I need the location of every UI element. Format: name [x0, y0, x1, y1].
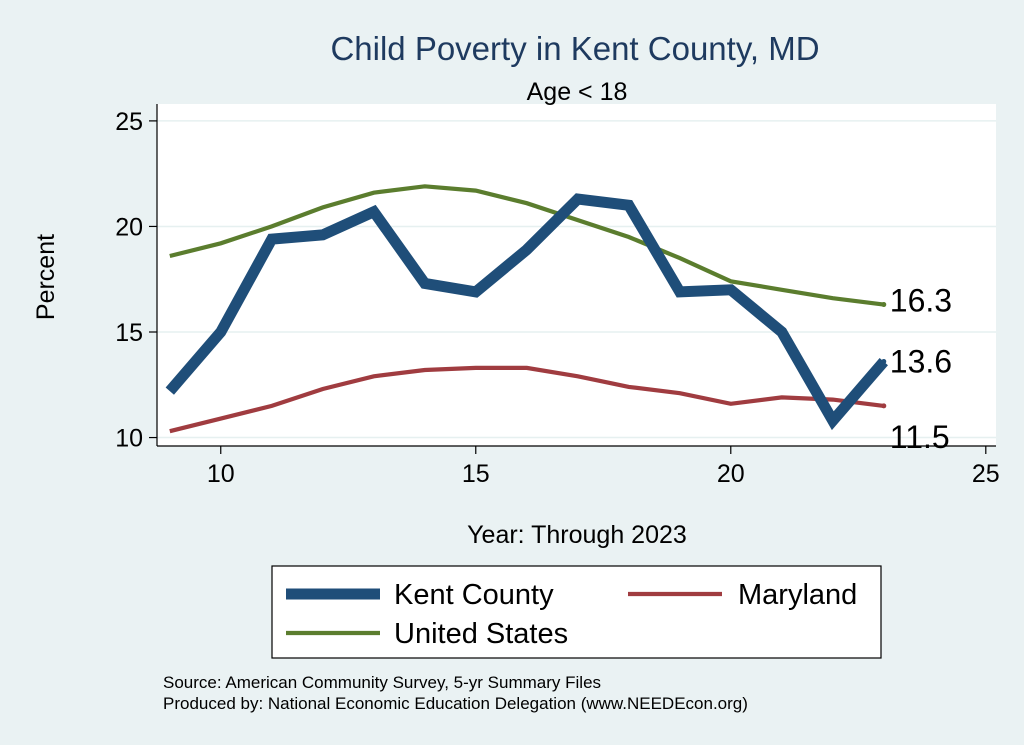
- y-axis-label: Percent: [32, 234, 60, 320]
- legend-box: [271, 565, 882, 659]
- x-tick-label-10: 10: [207, 460, 235, 488]
- axes: 10 15 20 25 10 15 20 25: [115, 104, 1000, 488]
- y-tick-label-10: 10: [115, 425, 143, 453]
- y-tick-label-25: 25: [115, 108, 143, 136]
- y-tick-label-15: 15: [115, 319, 143, 347]
- series-line-united-states: [169, 184, 885, 307]
- end-point-united-states: [881, 302, 887, 308]
- footer-produced: Produced by: National Economic Education…: [163, 694, 748, 713]
- end-label-maryland: 11.5: [890, 419, 950, 455]
- end-point-kent-county: [881, 359, 887, 365]
- end-label-kent-county: 13.6: [890, 344, 952, 380]
- legend-label-maryland: Maryland: [738, 579, 857, 611]
- plot-area: [157, 104, 996, 446]
- x-axis-label: Year: Through 2023: [467, 521, 687, 549]
- y-tick-label-20: 20: [115, 213, 143, 241]
- chart-subtitle: Age < 18: [527, 78, 628, 106]
- series-line-maryland: [169, 365, 885, 434]
- gridlines: [157, 120, 996, 439]
- footer-source: Source: American Community Survey, 5-yr …: [163, 673, 601, 692]
- x-tick-label-15: 15: [462, 460, 490, 488]
- legend-label-united-states: United States: [394, 618, 568, 650]
- end-label-united-states: 16.3: [890, 283, 952, 319]
- end-labels: 13.6 11.5 16.3: [881, 283, 952, 455]
- x-tick-label-25: 25: [972, 460, 1000, 488]
- legend: Kent County Maryland United States: [271, 565, 882, 659]
- series-line-kent-county: [165, 193, 888, 431]
- legend-label-kent-county: Kent County: [394, 579, 554, 611]
- end-point-maryland: [881, 403, 887, 409]
- series-lines: [165, 184, 888, 434]
- chart-title: Child Poverty in Kent County, MD: [330, 30, 819, 67]
- x-tick-label-20: 20: [717, 460, 745, 488]
